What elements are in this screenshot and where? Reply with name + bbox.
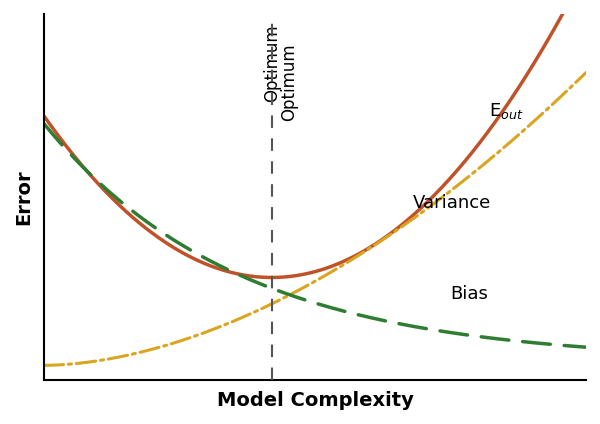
X-axis label: Model Complexity: Model Complexity <box>217 391 413 410</box>
Text: Optimum: Optimum <box>263 25 281 103</box>
Text: Variance: Variance <box>413 194 491 212</box>
Text: Bias: Bias <box>451 285 488 304</box>
Text: Optimum: Optimum <box>280 43 298 121</box>
Text: E$_{out}$: E$_{out}$ <box>488 101 523 121</box>
Y-axis label: Error: Error <box>14 169 33 225</box>
